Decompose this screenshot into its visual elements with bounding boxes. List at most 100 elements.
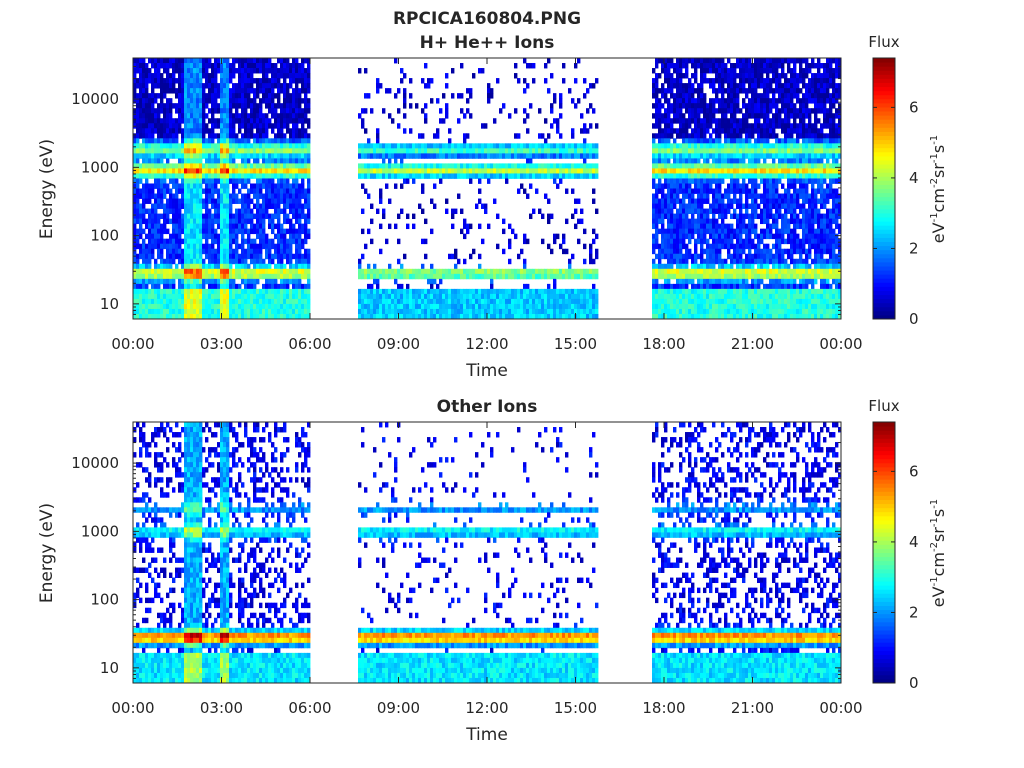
heatmap-cell: [163, 143, 167, 149]
heatmap-cell: [667, 113, 671, 119]
heatmap-cell: [295, 93, 299, 99]
heatmap-cell: [280, 178, 284, 184]
heatmap-cell: [580, 163, 584, 169]
heatmap-cell: [304, 233, 308, 240]
heatmap-cell: [553, 143, 557, 149]
heatmap-cell: [217, 193, 221, 199]
heatmap-cell: [460, 163, 464, 169]
heatmap-cell: [550, 273, 554, 280]
heatmap-cell: [559, 178, 563, 184]
heatmap-cell: [382, 303, 386, 310]
heatmap-cell: [670, 168, 674, 174]
heatmap-cell: [169, 288, 173, 295]
heatmap-cell: [274, 243, 278, 250]
heatmap-cell: [175, 193, 179, 199]
heatmap-cell: [538, 108, 542, 114]
heatmap-cell: [190, 98, 194, 104]
heatmap-cell: [196, 238, 200, 245]
heatmap-cell: [175, 218, 179, 225]
heatmap-cell: [670, 78, 674, 84]
heatmap-cell: [286, 183, 290, 189]
heatmap-cell: [256, 298, 260, 305]
heatmap-cell: [658, 143, 662, 149]
heatmap-cell: [529, 313, 533, 320]
heatmap-cell: [583, 128, 587, 134]
heatmap-cell: [211, 263, 215, 270]
heatmap-cell: [307, 153, 311, 159]
heatmap-cell: [304, 293, 308, 300]
heatmap-cell: [166, 153, 170, 159]
heatmap-cell: [232, 228, 236, 235]
heatmap-cell: [451, 268, 455, 275]
heatmap-cell: [421, 308, 425, 315]
heatmap-cell: [280, 278, 284, 285]
heatmap-cell: [301, 163, 305, 169]
heatmap-cell: [229, 238, 233, 245]
heatmap-cell: [157, 123, 161, 129]
heatmap-cell: [199, 58, 203, 64]
heatmap-cell: [247, 238, 251, 245]
heatmap-cell: [499, 168, 503, 174]
heatmap-cell: [409, 148, 413, 154]
heatmap-cell: [286, 308, 290, 315]
heatmap-cell: [235, 213, 239, 220]
heatmap-cell: [160, 303, 164, 310]
heatmap-cell: [385, 298, 389, 305]
heatmap-cell: [676, 308, 680, 315]
heatmap-cell: [241, 133, 245, 139]
heatmap-cell: [493, 173, 497, 179]
heatmap-cell: [493, 168, 497, 174]
heatmap-cell: [457, 118, 461, 124]
heatmap-cell: [184, 283, 188, 290]
heatmap-cell: [166, 218, 170, 225]
heatmap-cell: [301, 63, 305, 69]
heatmap-cell: [262, 73, 266, 79]
heatmap-cell: [541, 213, 545, 220]
heatmap-cell: [517, 153, 521, 159]
heatmap-cell: [205, 273, 209, 280]
heatmap-cell: [445, 273, 449, 280]
heatmap-cell: [271, 223, 275, 230]
heatmap-cell: [550, 308, 554, 315]
heatmap-cell: [412, 293, 416, 300]
heatmap-cell: [511, 163, 515, 169]
heatmap-cell: [469, 303, 473, 310]
heatmap-cell: [244, 298, 248, 305]
heatmap-cell: [679, 293, 683, 300]
heatmap-cell: [136, 313, 140, 320]
heatmap-cell: [220, 113, 224, 119]
heatmap-cell: [199, 113, 203, 119]
heatmap-cell: [196, 293, 200, 300]
heatmap-cell: [142, 88, 146, 94]
heatmap-cell: [184, 278, 188, 285]
heatmap-cell: [493, 143, 497, 149]
heatmap-cell: [697, 113, 701, 119]
heatmap-cell: [250, 143, 254, 149]
heatmap-cell: [271, 258, 275, 265]
heatmap-cell: [205, 183, 209, 189]
heatmap-cell: [481, 143, 485, 149]
heatmap-cell: [592, 258, 596, 265]
heatmap-cell: [208, 138, 212, 144]
heatmap-cell: [190, 183, 194, 189]
heatmap-cell: [463, 268, 467, 275]
heatmap-cell: [574, 298, 578, 305]
heatmap-cell: [205, 253, 209, 260]
heatmap-cell: [655, 183, 659, 189]
heatmap-cell: [247, 78, 251, 84]
heatmap-cell: [211, 303, 215, 310]
heatmap-cell: [253, 158, 257, 164]
heatmap-cell: [211, 293, 215, 300]
heatmap-cell: [583, 163, 587, 169]
heatmap-cell: [169, 113, 173, 119]
heatmap-cell: [493, 293, 497, 300]
heatmap-cell: [370, 293, 374, 300]
heatmap-cell: [694, 73, 698, 79]
heatmap-cell: [679, 308, 683, 315]
heatmap-cell: [292, 273, 296, 280]
heatmap-cell: [430, 298, 434, 305]
heatmap-cell: [418, 268, 422, 275]
heatmap-cell: [673, 253, 677, 260]
heatmap-cell: [244, 248, 248, 255]
heatmap-cell: [400, 78, 404, 84]
